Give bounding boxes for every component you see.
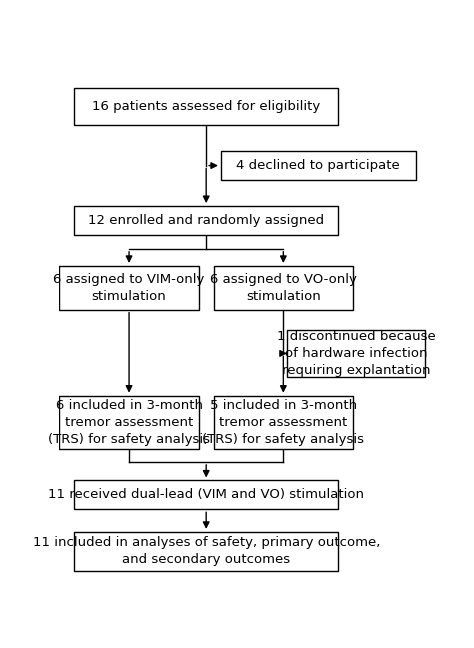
FancyBboxPatch shape (59, 266, 199, 310)
FancyBboxPatch shape (74, 87, 338, 125)
Text: 5 included in 3-month
tremor assessment
(TRS) for safety analysis: 5 included in 3-month tremor assessment … (202, 399, 365, 446)
FancyBboxPatch shape (287, 330, 425, 377)
Text: 12 enrolled and randomly assigned: 12 enrolled and randomly assigned (88, 214, 324, 227)
FancyBboxPatch shape (74, 532, 338, 571)
FancyBboxPatch shape (213, 395, 353, 450)
FancyBboxPatch shape (213, 266, 353, 310)
Text: 16 patients assessed for eligibility: 16 patients assessed for eligibility (92, 100, 320, 113)
FancyBboxPatch shape (221, 151, 416, 180)
Text: 1 discontinued because
of hardware infection
requiring explantation: 1 discontinued because of hardware infec… (276, 330, 435, 377)
FancyBboxPatch shape (74, 206, 338, 235)
Text: 6 assigned to VIM-only
stimulation: 6 assigned to VIM-only stimulation (54, 273, 205, 303)
FancyBboxPatch shape (59, 395, 199, 450)
Text: 4 declined to participate: 4 declined to participate (237, 159, 400, 172)
Text: 11 received dual-lead (VIM and VO) stimulation: 11 received dual-lead (VIM and VO) stimu… (48, 489, 364, 502)
Text: 6 included in 3-month
tremor assessment
(TRS) for safety analysis: 6 included in 3-month tremor assessment … (48, 399, 210, 446)
FancyBboxPatch shape (74, 480, 338, 509)
Text: 6 assigned to VO-only
stimulation: 6 assigned to VO-only stimulation (210, 273, 357, 303)
Text: 11 included in analyses of safety, primary outcome,
and secondary outcomes: 11 included in analyses of safety, prima… (33, 537, 380, 566)
